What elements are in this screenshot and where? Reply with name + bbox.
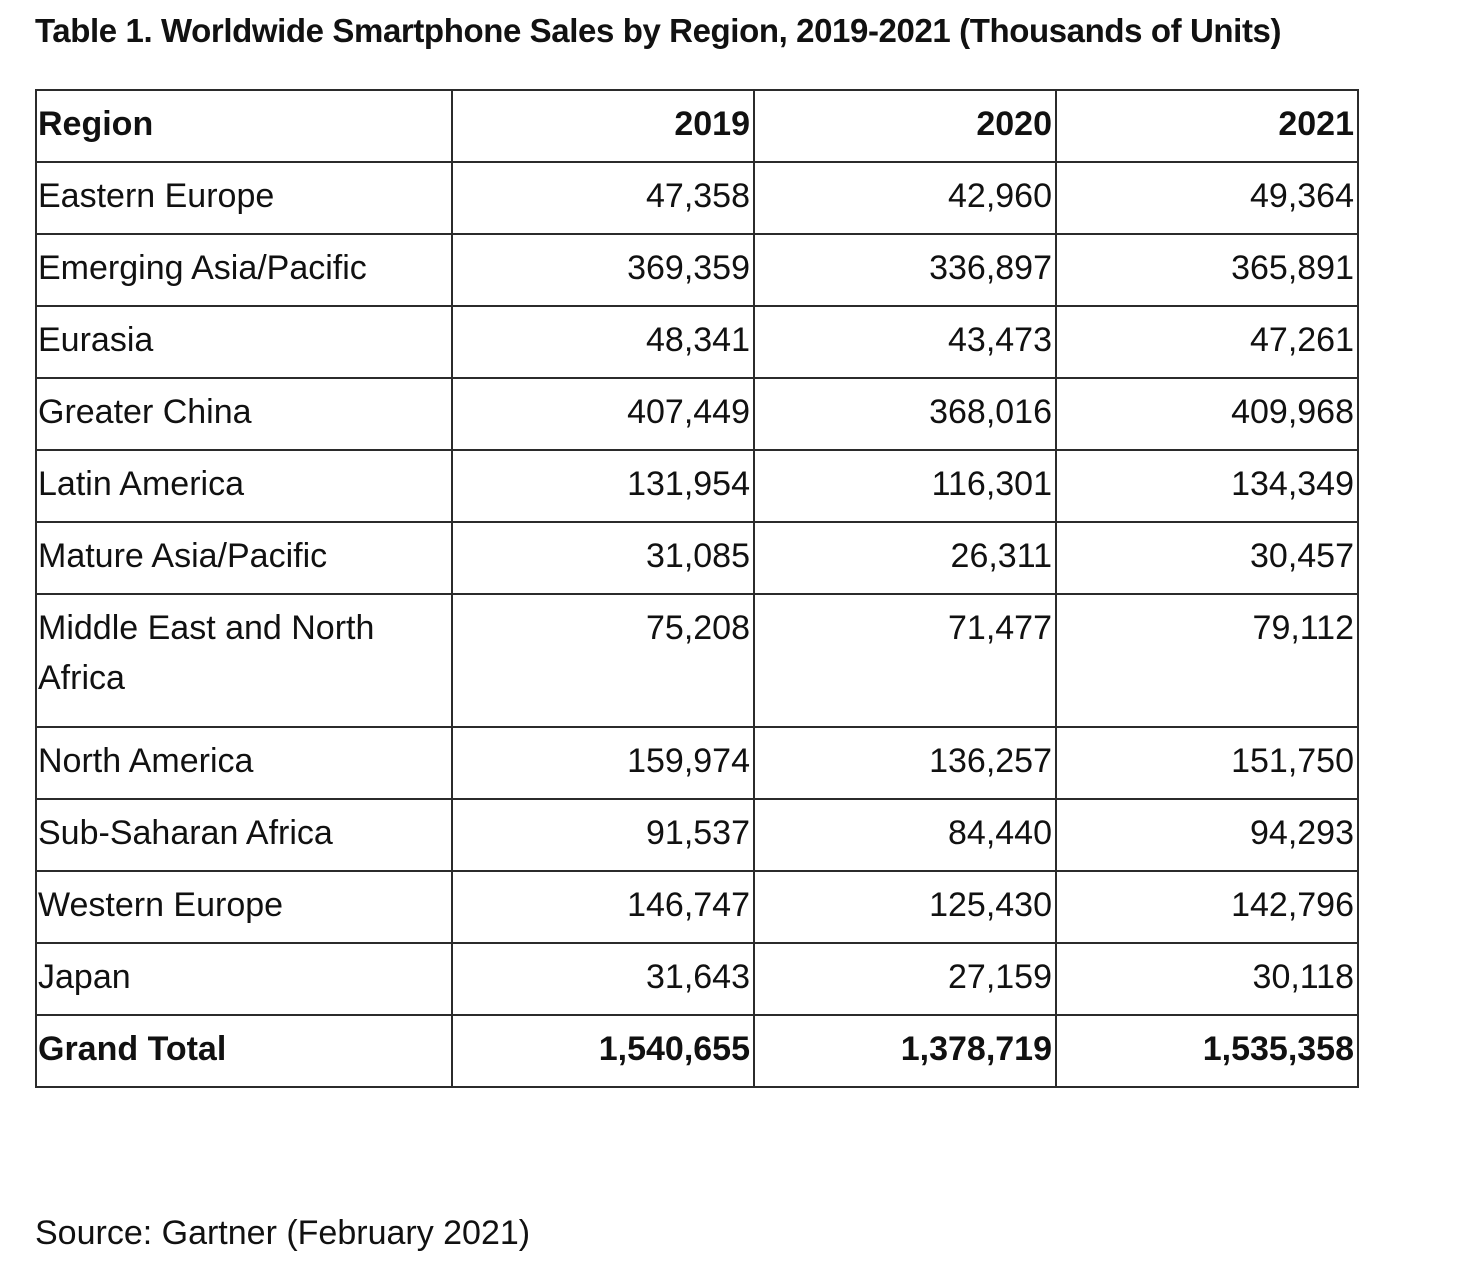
region-cell: Middle East and North Africa xyxy=(35,593,453,728)
column-header-2020: 2020 xyxy=(753,89,1057,163)
value-cell-2021: 365,891 xyxy=(1055,233,1359,307)
value-cell-2019: 146,747 xyxy=(451,870,755,944)
value-cell-2020: 42,960 xyxy=(753,161,1057,235)
table-title: Table 1. Worldwide Smartphone Sales by R… xyxy=(35,12,1282,49)
region-cell: Greater China xyxy=(35,377,453,451)
value-cell-2020: 71,477 xyxy=(753,593,1057,728)
value-cell-2021: 409,968 xyxy=(1055,377,1359,451)
table-row: Western Europe 146,747 125,430 142,796 xyxy=(35,870,1359,944)
value-cell-2020: 136,257 xyxy=(753,726,1057,800)
value-cell-2019: 48,341 xyxy=(451,305,755,379)
table-row: Eurasia 48,341 43,473 47,261 xyxy=(35,305,1359,379)
table-row: Mature Asia/Pacific 31,085 26,311 30,457 xyxy=(35,521,1359,595)
column-header-2019: 2019 xyxy=(451,89,755,163)
sales-table: Region 2019 2020 2021 Eastern Europe 47,… xyxy=(35,89,1359,1088)
table-row: North America 159,974 136,257 151,750 xyxy=(35,726,1359,800)
value-cell-2021: 47,261 xyxy=(1055,305,1359,379)
value-cell-2020: 27,159 xyxy=(753,942,1057,1016)
region-cell: Eurasia xyxy=(35,305,453,379)
region-cell: Eastern Europe xyxy=(35,161,453,235)
value-cell-2020: 368,016 xyxy=(753,377,1057,451)
region-cell: North America xyxy=(35,726,453,800)
table-row: Latin America 131,954 116,301 134,349 xyxy=(35,449,1359,523)
region-cell: Mature Asia/Pacific xyxy=(35,521,453,595)
region-cell: Latin America xyxy=(35,449,453,523)
value-cell-2019: 31,643 xyxy=(451,942,755,1016)
value-cell-2020: 43,473 xyxy=(753,305,1057,379)
value-cell-2021: 30,118 xyxy=(1055,942,1359,1016)
source-note: Source: Gartner (February 2021) xyxy=(35,1214,531,1252)
value-cell-2020: 125,430 xyxy=(753,870,1057,944)
value-cell-2019: 75,208 xyxy=(451,593,755,728)
value-cell-2019: 407,449 xyxy=(451,377,755,451)
column-header-region: Region xyxy=(35,89,453,163)
value-cell-2021: 134,349 xyxy=(1055,449,1359,523)
region-cell: Japan xyxy=(35,942,453,1016)
grand-total-row: Grand Total 1,540,655 1,378,719 1,535,35… xyxy=(35,1014,1359,1088)
value-cell-2020: 26,311 xyxy=(753,521,1057,595)
value-cell-2019: 369,359 xyxy=(451,233,755,307)
value-cell-2021: 49,364 xyxy=(1055,161,1359,235)
table-row: Emerging Asia/Pacific 369,359 336,897 36… xyxy=(35,233,1359,307)
value-cell-2020: 336,897 xyxy=(753,233,1057,307)
value-cell-2021: 79,112 xyxy=(1055,593,1359,728)
value-cell-2019: 159,974 xyxy=(451,726,755,800)
value-cell-2021: 142,796 xyxy=(1055,870,1359,944)
grand-total-2021: 1,535,358 xyxy=(1055,1014,1359,1088)
column-header-2021: 2021 xyxy=(1055,89,1359,163)
header-row: Region 2019 2020 2021 xyxy=(35,89,1359,163)
region-cell: Western Europe xyxy=(35,870,453,944)
value-cell-2021: 94,293 xyxy=(1055,798,1359,872)
value-cell-2019: 91,537 xyxy=(451,798,755,872)
value-cell-2020: 116,301 xyxy=(753,449,1057,523)
value-cell-2021: 151,750 xyxy=(1055,726,1359,800)
table-row: Eastern Europe 47,358 42,960 49,364 xyxy=(35,161,1359,235)
table-row: Greater China 407,449 368,016 409,968 xyxy=(35,377,1359,451)
grand-total-2019: 1,540,655 xyxy=(451,1014,755,1088)
region-cell: Emerging Asia/Pacific xyxy=(35,233,453,307)
grand-total-label: Grand Total xyxy=(35,1014,453,1088)
table-row: Japan 31,643 27,159 30,118 xyxy=(35,942,1359,1016)
region-cell: Sub-Saharan Africa xyxy=(35,798,453,872)
table-row: Middle East and North Africa 75,208 71,4… xyxy=(35,593,1359,728)
value-cell-2019: 131,954 xyxy=(451,449,755,523)
value-cell-2021: 30,457 xyxy=(1055,521,1359,595)
value-cell-2019: 47,358 xyxy=(451,161,755,235)
table-row: Sub-Saharan Africa 91,537 84,440 94,293 xyxy=(35,798,1359,872)
value-cell-2019: 31,085 xyxy=(451,521,755,595)
grand-total-2020: 1,378,719 xyxy=(753,1014,1057,1088)
value-cell-2020: 84,440 xyxy=(753,798,1057,872)
